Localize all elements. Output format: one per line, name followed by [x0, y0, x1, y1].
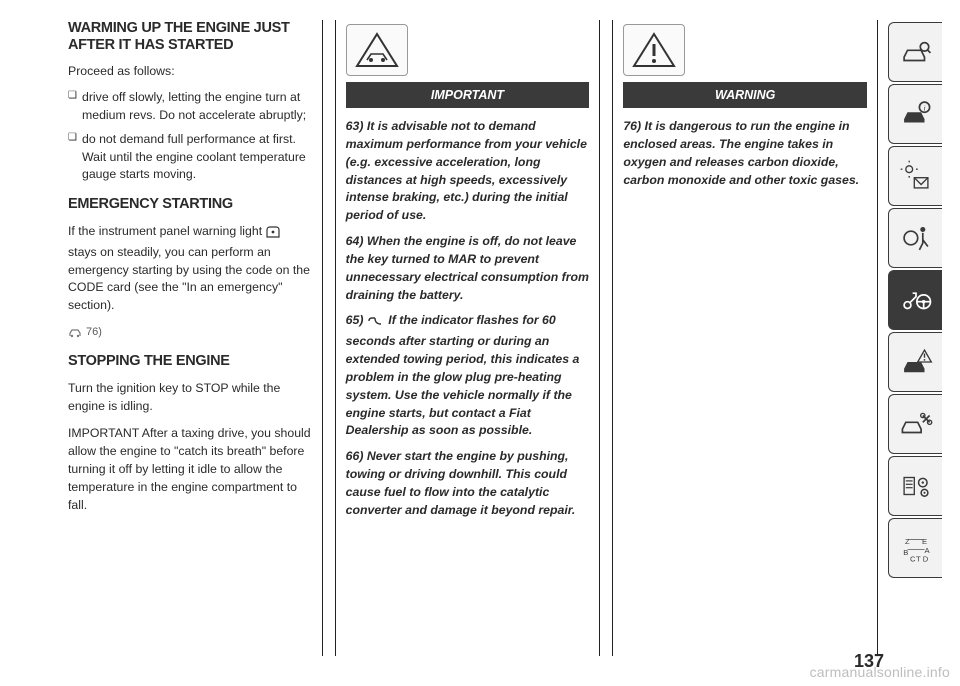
svg-text:Z: Z [904, 537, 909, 546]
item-num: 66) [346, 449, 364, 463]
column-2: IMPORTANT 63) It is advisable not to dem… [335, 20, 601, 656]
tab-settings-log[interactable] [888, 456, 942, 516]
warning-figure [623, 24, 685, 76]
car-info-icon: i [899, 97, 933, 131]
car-warning-icon [899, 345, 933, 379]
letters-icon: Z E B A C T D [899, 531, 933, 565]
important-item-64: 64) When the engine is off, do not leave… [346, 233, 590, 304]
intro-line: Proceed as follows: [68, 63, 312, 81]
emergency-text-a: If the instrument panel warning light [68, 224, 262, 238]
lights-mail-icon [899, 159, 933, 193]
settings-log-icon [899, 469, 933, 503]
tab-key-wheel[interactable] [888, 270, 942, 330]
svg-text:D: D [922, 555, 928, 564]
car-triangle-icon [353, 30, 401, 70]
column-3: WARNING 76) It is dangerous to run the e… [612, 20, 878, 656]
car-search-icon [899, 35, 933, 69]
car-glyph-icon [68, 327, 82, 339]
emergency-text-b: stays on steadily, you can perform an em… [68, 245, 310, 312]
important-banner: IMPORTANT [346, 82, 590, 108]
item-text: Never start the engine by pushing, towin… [346, 449, 576, 516]
warning-item-76: 76) It is dangerous to run the engine in… [623, 118, 867, 189]
svg-text:A: A [924, 546, 930, 555]
svg-text:E: E [921, 537, 926, 546]
key-wheel-icon [899, 283, 933, 317]
bullet-1: drive off slowly, letting the engine tur… [68, 89, 312, 125]
svg-text:B: B [903, 548, 908, 557]
car-tools-icon [899, 407, 933, 441]
bullet-2: do not demand full performance at first.… [68, 131, 312, 184]
column-1: WARMING UP THE ENGINE JUST AFTER IT HAS … [58, 20, 323, 656]
tab-car-info[interactable]: i [888, 84, 942, 144]
code-warning-icon [266, 226, 280, 244]
svg-text:i: i [923, 104, 925, 113]
airbag-person-icon [899, 221, 933, 255]
watermark-text: carmanualsonline.info [810, 664, 950, 680]
warning-list: 76) It is dangerous to run the engine in… [623, 118, 867, 197]
manual-page: WARMING UP THE ENGINE JUST AFTER IT HAS … [0, 0, 960, 686]
warmup-bullets: drive off slowly, letting the engine tur… [68, 89, 312, 190]
item-num: 63) [346, 119, 364, 133]
tab-lights[interactable] [888, 146, 942, 206]
tab-car-tools[interactable] [888, 394, 942, 454]
stopping-p1: Turn the ignition key to STOP while the … [68, 380, 312, 416]
warning-triangle-icon [630, 30, 678, 70]
footnote-ref: 76) [68, 325, 312, 341]
tab-car-search[interactable] [888, 22, 942, 82]
footnote-number: 76) [86, 325, 102, 341]
tab-letters[interactable]: Z E B A C T D [888, 518, 942, 578]
item-text: It is advisable not to demand maximum pe… [346, 119, 587, 222]
stopping-p2: IMPORTANT After a taxing drive, you shou… [68, 425, 312, 514]
important-item-63: 63) It is advisable not to demand maximu… [346, 118, 590, 225]
item-text: It is dangerous to run the engine in enc… [623, 119, 859, 186]
svg-text:C: C [910, 555, 916, 564]
item-num: 65) [346, 313, 364, 327]
item-num: 76) [623, 119, 641, 133]
content-columns: WARMING UP THE ENGINE JUST AFTER IT HAS … [58, 20, 878, 656]
emergency-paragraph: If the instrument panel warning light st… [68, 223, 312, 315]
glowplug-icon [367, 315, 383, 333]
important-item-65: 65) If the indicator flashes for 60 seco… [346, 312, 590, 440]
sidebar-tabs: i Z E B A C T D [888, 20, 946, 656]
heading-emergency: EMERGENCY STARTING [68, 196, 312, 213]
heading-warmup: WARMING UP THE ENGINE JUST AFTER IT HAS … [68, 20, 312, 53]
tab-car-warning[interactable] [888, 332, 942, 392]
item-text: When the engine is off, do not leave the… [346, 234, 589, 301]
item-num: 64) [346, 234, 364, 248]
tab-airbag[interactable] [888, 208, 942, 268]
important-figure [346, 24, 408, 76]
warning-banner: WARNING [623, 82, 867, 108]
important-item-66: 66) Never start the engine by pushing, t… [346, 448, 590, 519]
important-list: 63) It is advisable not to demand maximu… [346, 118, 590, 527]
heading-stopping: STOPPING THE ENGINE [68, 353, 312, 370]
svg-text:T: T [916, 555, 921, 564]
